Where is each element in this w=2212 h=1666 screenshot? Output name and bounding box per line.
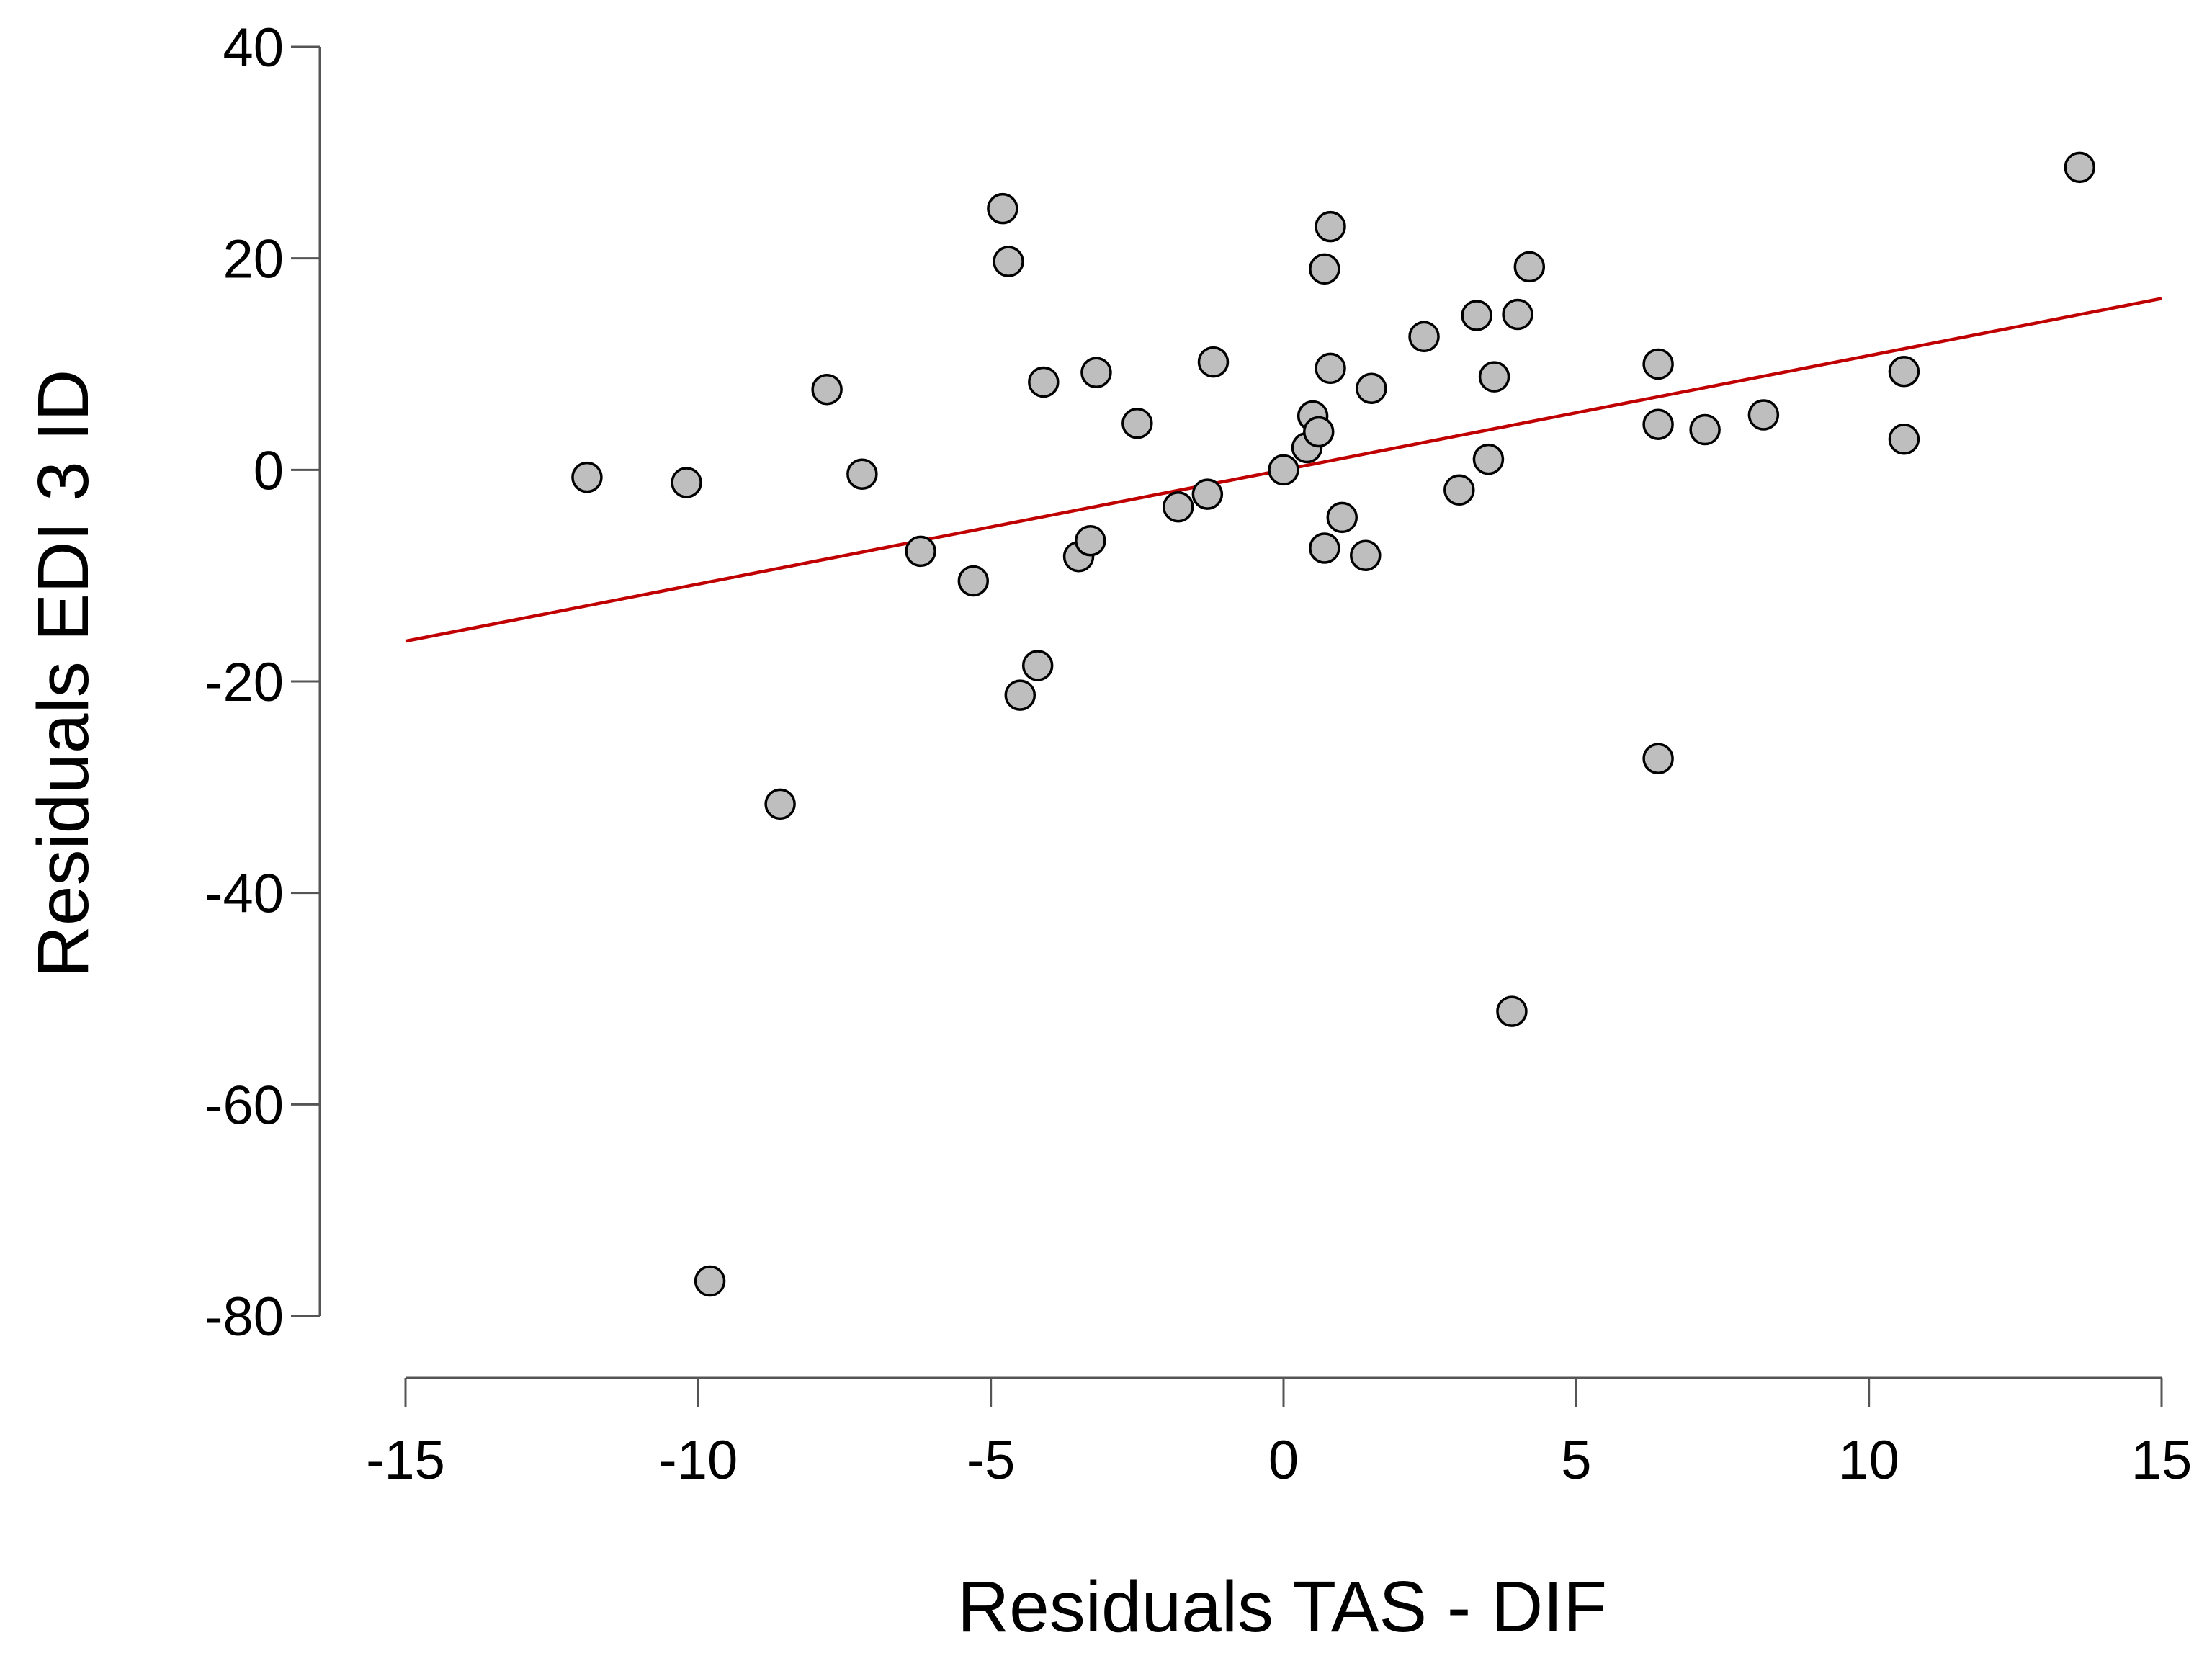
data-point [1121, 407, 1153, 439]
x-tick-label: -5 [967, 1430, 1016, 1491]
data-point [1472, 443, 1505, 475]
data-point [1303, 416, 1335, 448]
y-tick-label: -80 [205, 1286, 284, 1348]
data-point [764, 788, 796, 820]
data-point [846, 458, 878, 490]
data-point [987, 192, 1018, 225]
data-points [571, 151, 2095, 1297]
data-point [1496, 995, 1528, 1027]
data-point [1028, 366, 1060, 398]
x-tick-label: -15 [366, 1430, 445, 1491]
y-tick-label: 0 [254, 440, 284, 501]
data-point [2064, 151, 2095, 184]
data-point [1888, 424, 1920, 455]
data-point [1021, 650, 1054, 681]
x-tick-label: -10 [658, 1430, 738, 1491]
data-point [1197, 346, 1230, 378]
x-tick-label: 5 [1561, 1430, 1591, 1491]
data-point [1326, 501, 1358, 534]
data-point [571, 461, 603, 493]
x-tick-label: 15 [2131, 1430, 2193, 1491]
y-tick-label: 20 [223, 229, 284, 290]
data-point [694, 1265, 726, 1297]
data-point [1075, 524, 1106, 557]
data-point [1461, 300, 1492, 331]
y-axis-title: Residuals EDI 3 ID [23, 370, 104, 978]
data-point [1478, 361, 1510, 393]
x-tick-label: 10 [1838, 1430, 1899, 1491]
data-point [1080, 357, 1112, 388]
y-tick-label: 40 [223, 17, 284, 79]
data-point [1315, 210, 1346, 243]
data-point [957, 565, 990, 597]
data-point [1350, 539, 1382, 572]
data-point [1191, 478, 1224, 510]
x-axis: -15 -10 -5 0 5 10 15 [366, 1376, 2193, 1491]
data-point [671, 467, 702, 498]
data-point [1408, 321, 1440, 353]
data-point [1502, 298, 1533, 331]
y-axis: -80 -60 -40 -20 0 20 40 [205, 17, 321, 1348]
x-tick-label: 0 [1268, 1430, 1299, 1491]
data-point [1642, 743, 1674, 774]
data-point [1356, 372, 1387, 405]
data-point [811, 373, 843, 406]
data-point [1888, 356, 1920, 388]
data-point [1642, 408, 1674, 440]
data-point [1689, 413, 1721, 446]
y-tick-label: -60 [205, 1075, 284, 1136]
y-tick-label: -40 [205, 864, 284, 925]
data-point [1747, 399, 1780, 431]
data-point [905, 535, 936, 568]
y-tick-label: -20 [205, 652, 284, 713]
data-point [1309, 532, 1340, 564]
data-point [1309, 253, 1340, 285]
data-point [1004, 679, 1036, 711]
data-point [993, 246, 1024, 277]
x-axis-title: Residuals TAS - DIF [957, 1567, 1607, 1647]
data-point [1268, 454, 1299, 486]
data-point [1642, 348, 1674, 380]
data-point [1513, 251, 1546, 283]
data-point [1162, 491, 1194, 523]
data-point [1443, 474, 1475, 506]
data-point [1315, 352, 1346, 385]
